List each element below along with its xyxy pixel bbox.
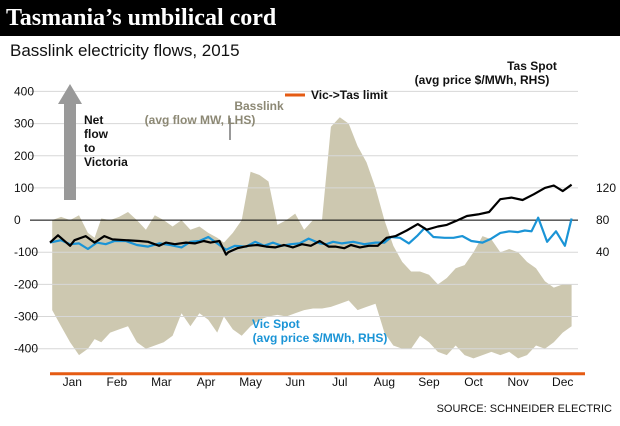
y-left-tick-label: 0 (14, 213, 21, 227)
y-left-tick-label: 100 (14, 181, 34, 195)
chart-subtitle: Basslink electricity flows, 2015 (10, 41, 240, 60)
x-tick-label: May (239, 375, 262, 389)
vic-spot-label: Vic Spot (252, 317, 300, 331)
basslink-flow-area (52, 117, 572, 359)
x-tick-label: Aug (374, 375, 395, 389)
tas-spot-label: Tas Spot (507, 59, 557, 73)
x-tick-label: Apr (197, 375, 216, 389)
x-tick-label: Dec (552, 375, 573, 389)
basslink-sublabel: (avg flow MW, LHS) (145, 113, 256, 127)
y-left-tick-label: 200 (14, 149, 34, 163)
x-tick-label: Jun (286, 375, 305, 389)
y-left-tick-label: -100 (14, 245, 38, 259)
x-tick-label: Oct (464, 375, 483, 389)
y-right-tick-label: 80 (596, 213, 610, 227)
net-flow-arrow-head (58, 84, 82, 104)
y-left-tick-label: 400 (14, 84, 34, 98)
chart-title: Tasmania’s umbilical cord (6, 5, 277, 31)
y-left-tick-label: -400 (14, 342, 38, 356)
x-tick-label: Nov (507, 375, 528, 389)
x-tick-label: Sep (418, 375, 440, 389)
source-note: SOURCE: SCHNEIDER ELECTRIC (436, 403, 612, 415)
y-left-tick-label: -300 (14, 310, 38, 324)
y-right-tick-label: 40 (596, 245, 610, 259)
net-flow-label: flow (84, 127, 109, 141)
y-left-tick-label: 300 (14, 117, 34, 131)
basslink-label: Basslink (234, 99, 284, 113)
tas-spot-sublabel: (avg price $/MWh, RHS) (415, 73, 550, 87)
x-tick-label: Mar (151, 375, 172, 389)
x-tick-label: Jul (332, 375, 347, 389)
title-bar: Tasmania’s umbilical cord (0, 0, 620, 36)
x-tick-label: Feb (107, 375, 128, 389)
y-right-tick-label: 120 (596, 181, 616, 195)
vic-spot-sublabel: (avg price $/MWh, RHS) (253, 331, 388, 345)
legend-label: Vic->Tas limit (311, 88, 388, 102)
net-flow-arrow-shaft (64, 102, 76, 200)
y-left-tick-label: -200 (14, 277, 38, 291)
net-flow-label: Victoria (84, 155, 128, 169)
x-tick-label: Jan (63, 375, 82, 389)
tas-spot-line (49, 183, 573, 256)
net-flow-label: to (84, 141, 95, 155)
net-flow-label: Net (84, 113, 103, 127)
